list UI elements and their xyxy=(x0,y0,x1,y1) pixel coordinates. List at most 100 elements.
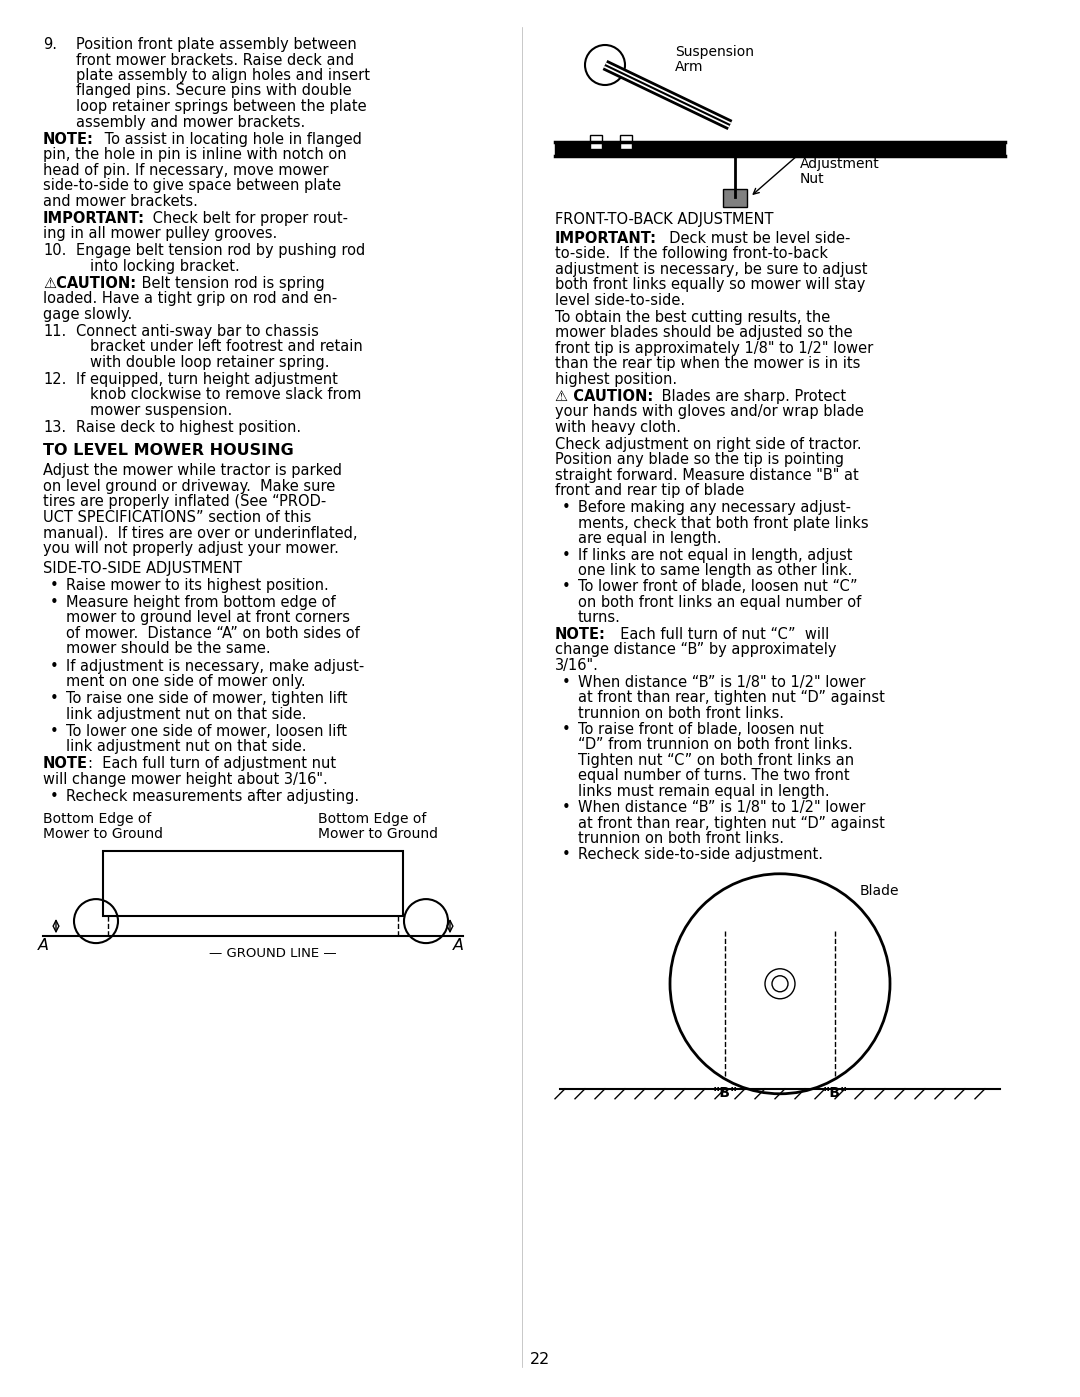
Text: front tip is approximately 1/8" to 1/2" lower: front tip is approximately 1/8" to 1/2" … xyxy=(555,341,874,356)
Text: into locking bracket.: into locking bracket. xyxy=(90,258,240,274)
Bar xyxy=(620,136,632,149)
Text: Adjustment: Adjustment xyxy=(800,156,880,170)
Text: Nut: Nut xyxy=(800,172,825,186)
Text: Recheck side-to-side adjustment.: Recheck side-to-side adjustment. xyxy=(578,848,823,862)
Text: Position front plate assembly between: Position front plate assembly between xyxy=(76,36,356,52)
Text: Suspension: Suspension xyxy=(675,45,754,59)
Text: straight forward. Measure distance "B" at: straight forward. Measure distance "B" a… xyxy=(555,468,859,483)
Text: When distance “B” is 1/8" to 1/2" lower: When distance “B” is 1/8" to 1/2" lower xyxy=(578,800,865,816)
Text: link adjustment nut on that side.: link adjustment nut on that side. xyxy=(66,707,307,722)
Text: 22: 22 xyxy=(530,1352,550,1368)
Bar xyxy=(590,136,602,149)
Text: Position any blade so the tip is pointing: Position any blade so the tip is pointin… xyxy=(555,453,843,467)
Text: Tighten nut “C” on both front links an: Tighten nut “C” on both front links an xyxy=(578,753,854,768)
Text: •: • xyxy=(562,675,570,690)
Text: equal number of turns. The two front: equal number of turns. The two front xyxy=(578,768,850,784)
Text: and mower brackets.: and mower brackets. xyxy=(43,194,198,208)
Text: •: • xyxy=(562,722,570,738)
Text: If equipped, turn height adjustment: If equipped, turn height adjustment xyxy=(76,372,338,387)
Text: front mower brackets. Raise deck and: front mower brackets. Raise deck and xyxy=(76,53,354,67)
Text: highest position.: highest position. xyxy=(555,372,677,387)
Text: assembly and mower brackets.: assembly and mower brackets. xyxy=(76,115,306,130)
Text: Raise mower to its highest position.: Raise mower to its highest position. xyxy=(66,578,328,592)
Text: on level ground or driveway.  Make sure: on level ground or driveway. Make sure xyxy=(43,479,335,493)
Text: Connect anti-sway bar to chassis: Connect anti-sway bar to chassis xyxy=(76,324,319,338)
Text: NOTE:: NOTE: xyxy=(555,627,606,641)
Text: link adjustment nut on that side.: link adjustment nut on that side. xyxy=(66,739,307,754)
Text: 13.: 13. xyxy=(43,420,66,434)
Text: If links are not equal in length, adjust: If links are not equal in length, adjust xyxy=(578,548,852,563)
Text: ing in all mower pulley grooves.: ing in all mower pulley grooves. xyxy=(43,226,278,242)
Text: level side-to-side.: level side-to-side. xyxy=(555,292,685,307)
Text: loaded. Have a tight grip on rod and en-: loaded. Have a tight grip on rod and en- xyxy=(43,291,337,306)
Text: mower blades should be adjusted so the: mower blades should be adjusted so the xyxy=(555,326,852,339)
Text: your hands with gloves and/or wrap blade: your hands with gloves and/or wrap blade xyxy=(555,404,864,419)
Bar xyxy=(103,851,403,916)
Text: with heavy cloth.: with heavy cloth. xyxy=(555,419,681,434)
Text: — GROUND LINE —: — GROUND LINE — xyxy=(210,947,337,960)
Bar xyxy=(723,189,747,207)
Text: ment on one side of mower only.: ment on one side of mower only. xyxy=(66,673,306,689)
Text: trunnion on both front links.: trunnion on both front links. xyxy=(578,831,784,847)
Text: If adjustment is necessary, make adjust-: If adjustment is necessary, make adjust- xyxy=(66,658,364,673)
Text: adjustment is necessary, be sure to adjust: adjustment is necessary, be sure to adju… xyxy=(555,261,867,277)
Text: loop retainer springs between the plate: loop retainer springs between the plate xyxy=(76,99,366,115)
Text: •: • xyxy=(50,595,58,610)
Text: •: • xyxy=(50,789,58,803)
Text: •: • xyxy=(562,800,570,816)
Text: IMPORTANT:: IMPORTANT: xyxy=(43,211,145,225)
Text: To raise one side of mower, tighten lift: To raise one side of mower, tighten lift xyxy=(66,692,348,705)
Text: mower to ground level at front corners: mower to ground level at front corners xyxy=(66,610,350,626)
Text: 11.: 11. xyxy=(43,324,66,338)
Text: gage slowly.: gage slowly. xyxy=(43,307,132,321)
Text: ments, check that both front plate links: ments, check that both front plate links xyxy=(578,515,868,531)
Text: Deck must be level side-: Deck must be level side- xyxy=(660,231,850,246)
Text: Arm: Arm xyxy=(675,60,703,74)
Text: A: A xyxy=(453,939,463,953)
Text: Lift Link: Lift Link xyxy=(800,142,854,156)
Text: side-to-side to give space between plate: side-to-side to give space between plate xyxy=(43,177,341,193)
Text: 10.: 10. xyxy=(43,243,66,258)
Text: Mower to Ground: Mower to Ground xyxy=(318,827,438,841)
Text: mower suspension.: mower suspension. xyxy=(90,402,232,418)
Text: UCT SPECIFICATIONS” section of this: UCT SPECIFICATIONS” section of this xyxy=(43,510,311,525)
Text: 12.: 12. xyxy=(43,372,66,387)
Text: to-side.  If the following front-to-back: to-side. If the following front-to-back xyxy=(555,246,828,261)
Text: “D” from trunnion on both front links.: “D” from trunnion on both front links. xyxy=(578,738,853,753)
Text: knob clockwise to remove slack from: knob clockwise to remove slack from xyxy=(90,387,362,402)
Text: ⚠ CAUTION:: ⚠ CAUTION: xyxy=(555,388,653,404)
Text: on both front links an equal number of: on both front links an equal number of xyxy=(578,595,861,610)
Text: Measure height from bottom edge of: Measure height from bottom edge of xyxy=(66,595,336,610)
Text: are equal in length.: are equal in length. xyxy=(578,531,721,546)
Text: NOTE:: NOTE: xyxy=(43,131,94,147)
Text: When distance “B” is 1/8" to 1/2" lower: When distance “B” is 1/8" to 1/2" lower xyxy=(578,675,865,690)
Text: 9.: 9. xyxy=(43,36,57,52)
Text: ⚠CAUTION:: ⚠CAUTION: xyxy=(43,275,136,291)
Text: than the rear tip when the mower is in its: than the rear tip when the mower is in i… xyxy=(555,356,861,372)
Text: •: • xyxy=(50,692,58,705)
Text: Mower to Ground: Mower to Ground xyxy=(43,827,163,841)
Text: •: • xyxy=(50,658,58,673)
Text: will change mower height about 3/16".: will change mower height about 3/16". xyxy=(43,771,327,787)
Text: with double loop retainer spring.: with double loop retainer spring. xyxy=(90,355,329,370)
Text: front and rear tip of blade: front and rear tip of blade xyxy=(555,483,744,499)
Text: •: • xyxy=(562,548,570,563)
Text: •: • xyxy=(562,500,570,515)
Text: Bottom Edge of: Bottom Edge of xyxy=(43,812,151,826)
Text: Check belt for proper rout-: Check belt for proper rout- xyxy=(148,211,348,225)
Text: •: • xyxy=(50,578,58,592)
Text: Adjust the mower while tractor is parked: Adjust the mower while tractor is parked xyxy=(43,464,342,478)
Text: FRONT-TO-BACK ADJUSTMENT: FRONT-TO-BACK ADJUSTMENT xyxy=(555,212,773,226)
Text: A: A xyxy=(38,939,49,953)
Text: Each full turn of nut “C”  will: Each full turn of nut “C” will xyxy=(611,627,829,641)
Text: Belt tension rod is spring: Belt tension rod is spring xyxy=(137,275,325,291)
Text: Recheck measurements after adjusting.: Recheck measurements after adjusting. xyxy=(66,789,360,803)
Text: :  Each full turn of adjustment nut: : Each full turn of adjustment nut xyxy=(87,756,336,771)
Text: To obtain the best cutting results, the: To obtain the best cutting results, the xyxy=(555,310,831,324)
Text: both front links equally so mower will stay: both front links equally so mower will s… xyxy=(555,277,865,292)
Text: plate assembly to align holes and insert: plate assembly to align holes and insert xyxy=(76,68,370,82)
Text: mower should be the same.: mower should be the same. xyxy=(66,641,271,657)
Text: Blade: Blade xyxy=(860,884,900,898)
Text: at front than rear, tighten nut “D” against: at front than rear, tighten nut “D” agai… xyxy=(578,690,885,705)
Text: change distance “B” by approximately: change distance “B” by approximately xyxy=(555,643,837,657)
